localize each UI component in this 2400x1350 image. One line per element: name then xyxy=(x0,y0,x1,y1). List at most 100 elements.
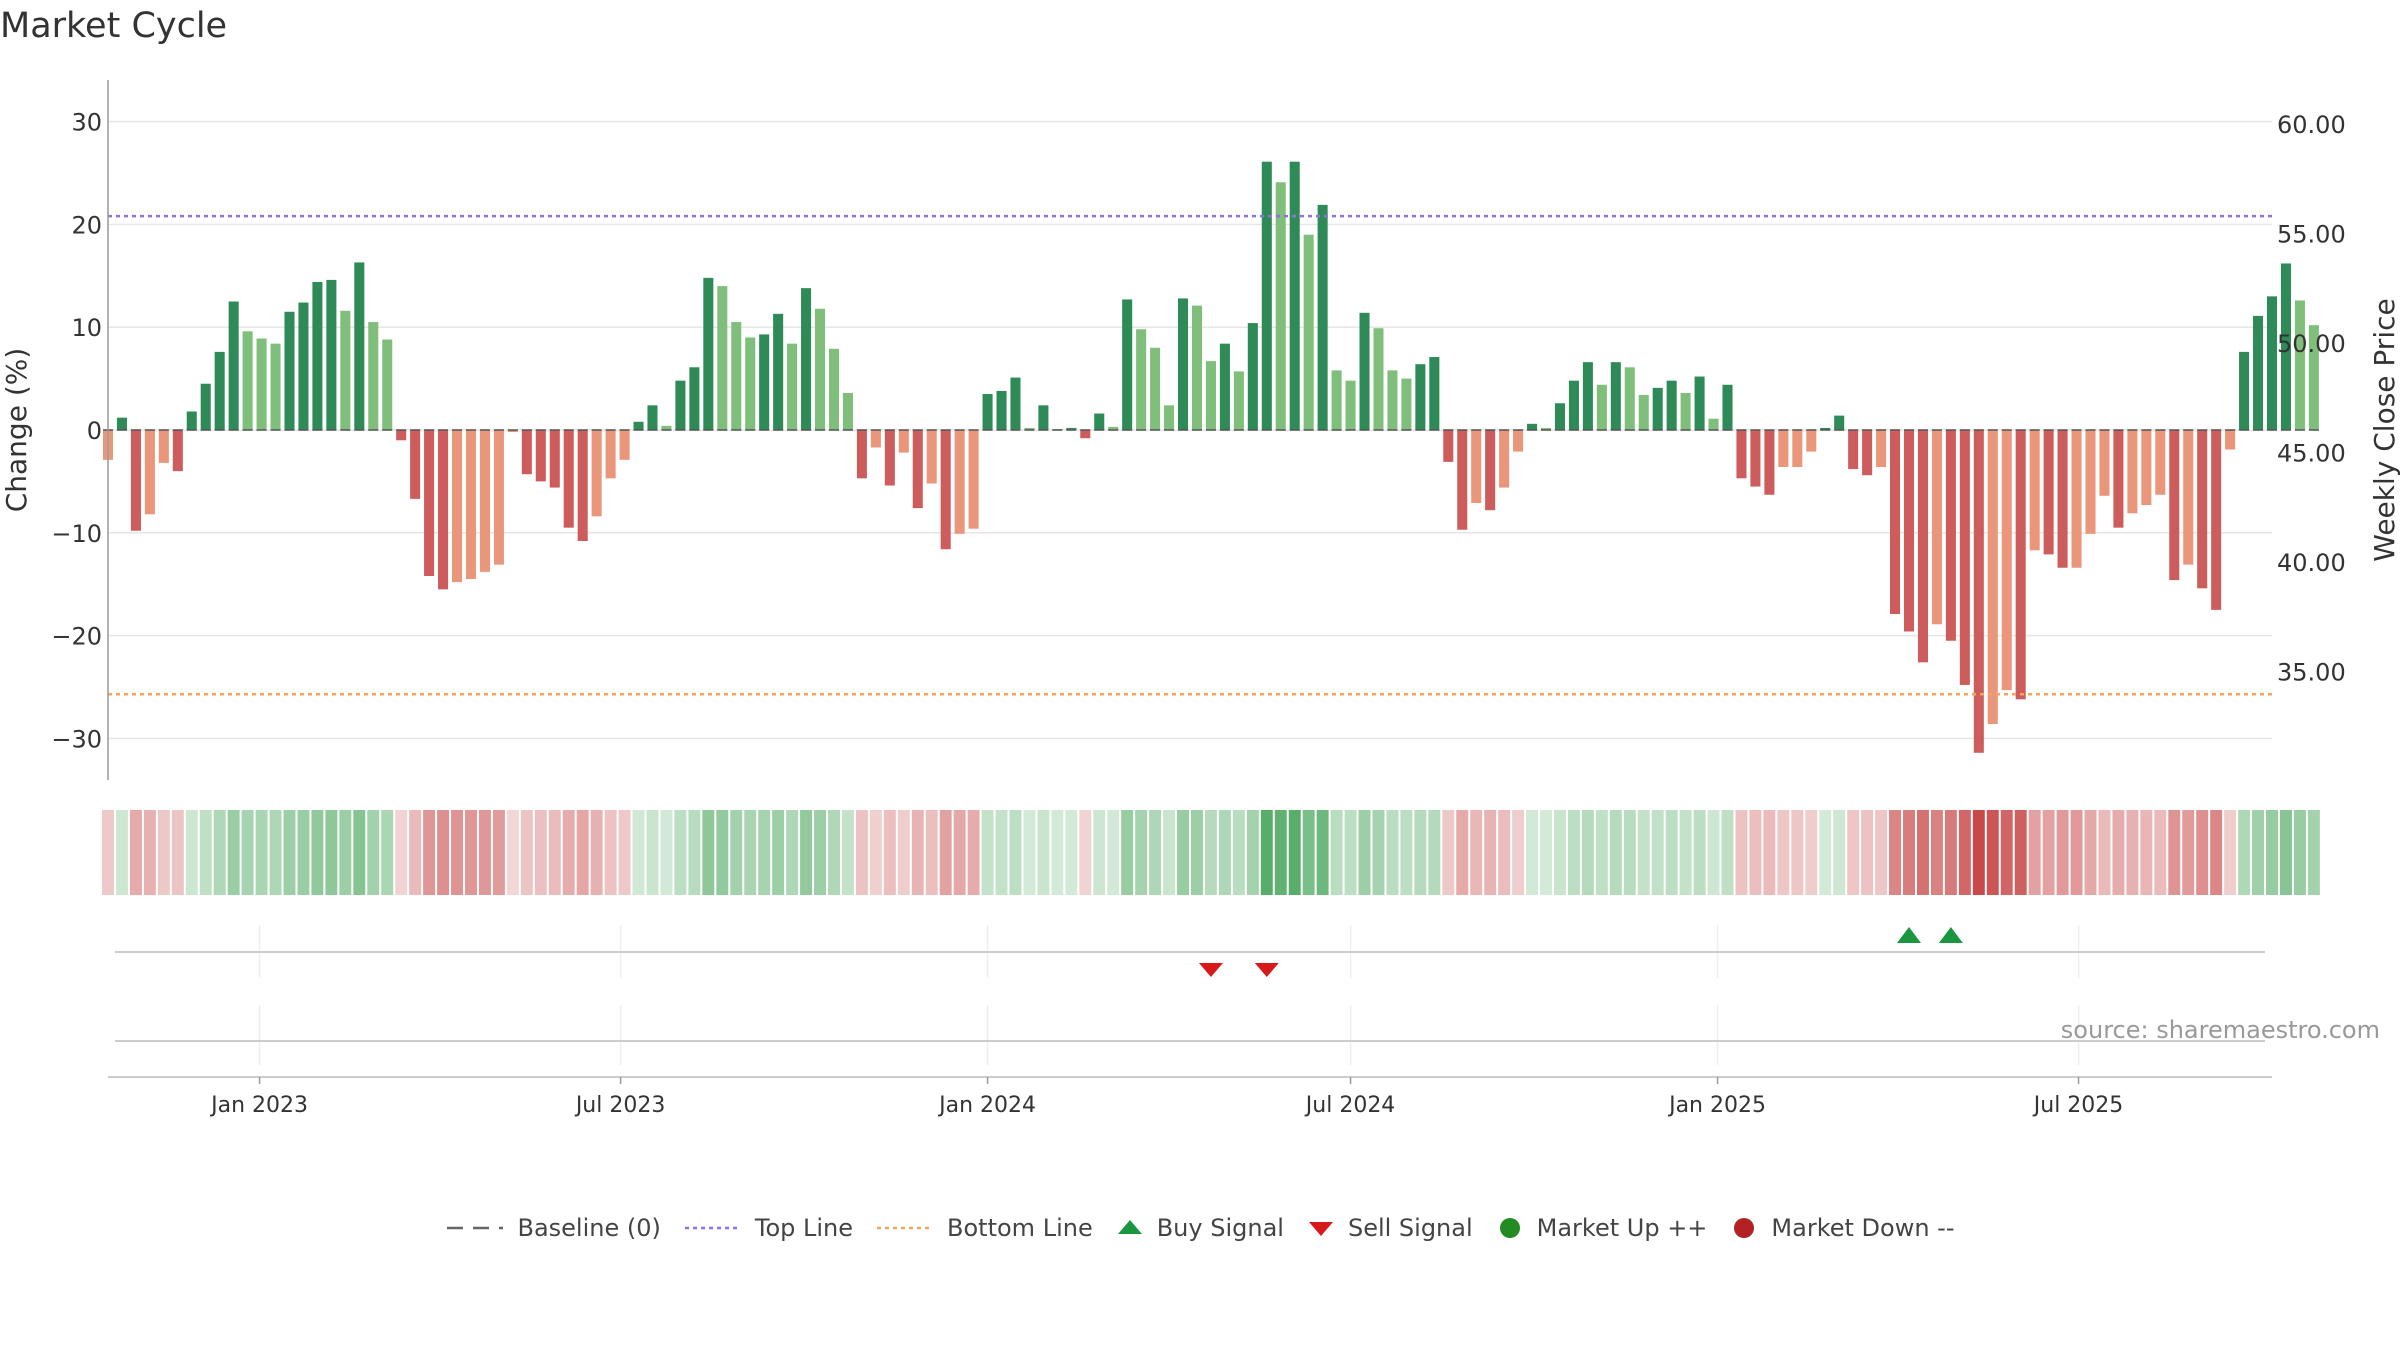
legend-item-mup[interactable]: Market Up ++ xyxy=(1495,1214,1707,1242)
heat-cell xyxy=(576,810,589,895)
dotted-line-icon xyxy=(877,1226,934,1230)
heat-cell xyxy=(1163,810,1176,895)
heat-cell xyxy=(814,810,827,895)
heat-cell xyxy=(2266,810,2278,895)
heat-cell xyxy=(744,810,757,895)
change-bar xyxy=(1834,415,1845,430)
change-bar xyxy=(1820,427,1831,430)
change-bar xyxy=(1554,403,1565,430)
heat-cell xyxy=(1037,810,1050,895)
heat-cell xyxy=(2140,810,2153,895)
change-bar xyxy=(396,430,407,441)
y2-tick-label: 45.00 xyxy=(2277,440,2346,468)
heat-cell xyxy=(1958,810,1971,895)
source-note: source: sharemaestro.com xyxy=(2060,1016,2380,1044)
change-bar xyxy=(703,277,714,430)
change-bar xyxy=(1471,430,1482,503)
change-bar xyxy=(242,331,253,430)
legend-item-baseline[interactable]: Baseline (0) xyxy=(445,1214,661,1242)
axes-layer: 30 20 10 0 −10 −20 −30 60.00 55.00 50.00 45.00 40.0… xyxy=(0,80,2400,1118)
heat-cell xyxy=(2182,810,2195,895)
legend-item-top[interactable]: Top Line xyxy=(683,1214,853,1242)
x-tick-label: Jul 2025 xyxy=(2032,1093,2124,1118)
change-bar xyxy=(186,411,197,430)
heat-cell xyxy=(953,810,966,895)
heat-cell xyxy=(2196,810,2209,895)
change-bar xyxy=(2113,430,2124,528)
heat-cell xyxy=(185,810,198,895)
change-bar xyxy=(1205,361,1216,430)
heat-cell xyxy=(800,810,813,895)
change-bar xyxy=(535,430,546,482)
heat-cell xyxy=(2168,810,2181,895)
change-bar xyxy=(1094,413,1105,430)
heat-cell xyxy=(716,810,729,895)
heat-cell xyxy=(604,810,617,895)
heat-cell xyxy=(1609,810,1622,895)
heat-cell xyxy=(1177,810,1189,895)
change-bar xyxy=(675,380,686,430)
change-bar xyxy=(1736,430,1747,479)
change-bar xyxy=(298,302,309,430)
heat-cell xyxy=(2252,810,2265,895)
change-bar xyxy=(633,421,644,430)
change-bar xyxy=(1680,392,1691,430)
heat-strip xyxy=(102,810,2320,895)
heat-cell xyxy=(2000,810,2013,895)
change-bar xyxy=(228,301,239,430)
change-bar xyxy=(521,430,532,475)
change-bar xyxy=(1876,430,1887,468)
change-bar xyxy=(563,430,574,528)
heat-cell xyxy=(1330,810,1343,895)
legend-item-sell[interactable]: Sell Signal xyxy=(1306,1214,1473,1242)
change-bar xyxy=(731,322,742,430)
heat-cell xyxy=(1693,810,1706,895)
heat-cell xyxy=(1833,810,1846,895)
heat-cell xyxy=(297,810,310,895)
change-bar xyxy=(1066,427,1077,430)
change-bar xyxy=(1136,329,1147,430)
change-bar xyxy=(438,430,449,590)
heat-cell xyxy=(618,810,631,895)
heat-cell xyxy=(1093,810,1106,895)
dash-line-icon xyxy=(447,1226,504,1230)
heat-cell xyxy=(1916,810,1929,895)
change-bar xyxy=(1708,418,1719,430)
change-bar xyxy=(465,430,477,580)
change-bar xyxy=(1191,305,1202,430)
legend-item-buy[interactable]: Buy Signal xyxy=(1115,1214,1284,1242)
heat-cell xyxy=(1875,810,1888,895)
change-bar xyxy=(801,288,812,430)
legend-item-mdown[interactable]: Market Down -- xyxy=(1729,1214,1955,1242)
heat-cell xyxy=(1986,810,1999,895)
y-axis-title: Change (%) xyxy=(0,348,33,513)
sell-signal-marker xyxy=(1198,963,1223,977)
heat-cell xyxy=(883,810,896,895)
change-bar xyxy=(479,430,490,572)
change-bar xyxy=(2029,430,2040,551)
heat-cell xyxy=(2098,810,2111,895)
change-bar xyxy=(1387,370,1398,430)
heat-cell xyxy=(339,810,352,895)
heat-cell xyxy=(1065,810,1078,895)
y-tick-label: −30 xyxy=(51,725,102,753)
heat-cell xyxy=(646,810,659,895)
heat-cell xyxy=(534,810,547,895)
change-bar xyxy=(1722,384,1733,430)
change-bar xyxy=(382,339,393,430)
change-bar xyxy=(745,337,756,430)
change-bar xyxy=(1750,430,1761,487)
legend-item-bottom[interactable]: Bottom Line xyxy=(875,1214,1093,1242)
change-bar xyxy=(1080,430,1091,439)
change-bar xyxy=(1582,362,1593,430)
heat-cell xyxy=(2014,810,2027,895)
heat-cell xyxy=(911,810,924,895)
change-bar xyxy=(1973,430,1984,753)
heat-cell xyxy=(939,810,952,895)
change-bar xyxy=(1317,204,1328,430)
change-bar xyxy=(1792,430,1803,468)
heat-cell xyxy=(2070,810,2083,895)
bars-layer xyxy=(102,161,2319,753)
heat-cell xyxy=(1344,810,1357,895)
change-bar xyxy=(1303,234,1314,430)
